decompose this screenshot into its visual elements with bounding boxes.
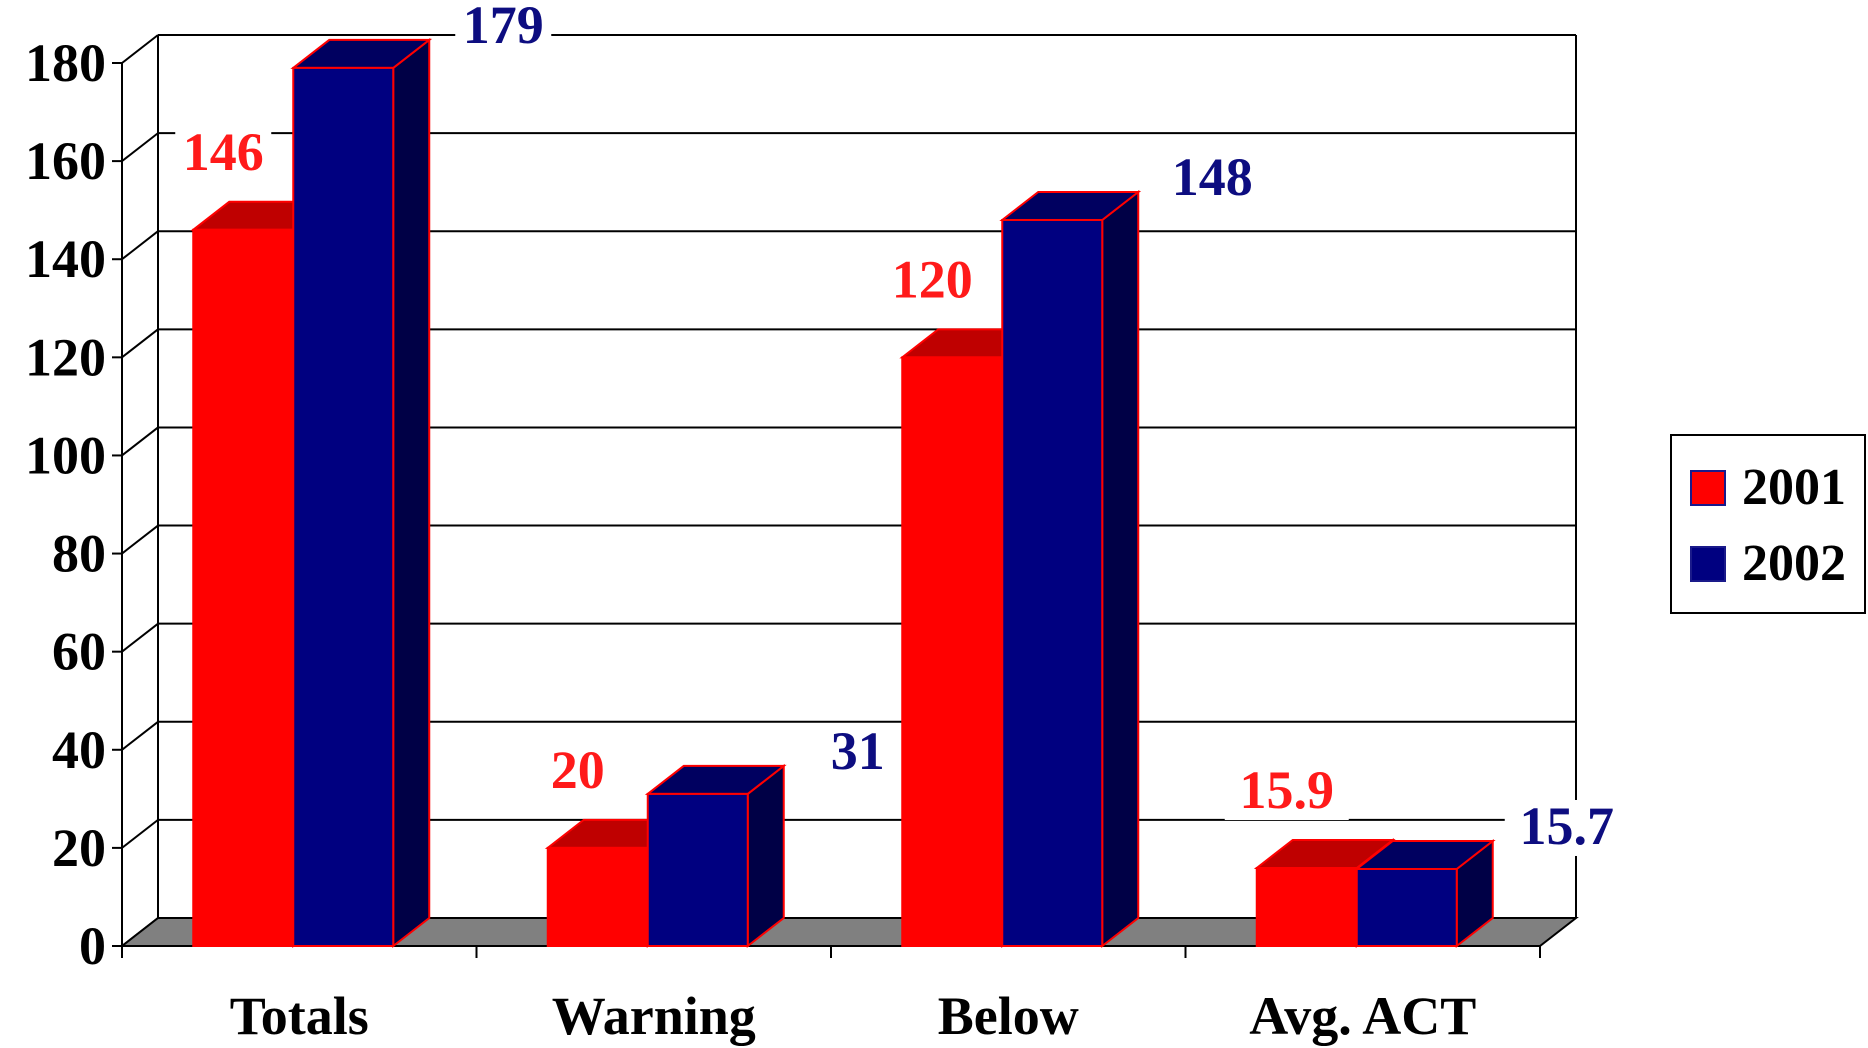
gridline-side-140 [121, 230, 159, 261]
data-label-bg-2002-0 [455, 0, 552, 55]
bar-2001-2 [901, 356, 1004, 948]
legend-swatch-2001 [1690, 470, 1726, 506]
data-label-2001-0: 146 [183, 122, 264, 182]
data-label-2002-0: 179 [463, 0, 544, 55]
data-label-bg-2001-0 [175, 125, 272, 182]
x-tick-label-1: Warning [552, 986, 756, 1046]
data-label-2001-1: 20 [551, 740, 605, 800]
y-tick-label-100: 100 [25, 425, 106, 485]
gridline-side-120 [121, 328, 159, 359]
y-tick-label-20: 20 [52, 818, 106, 878]
data-label-2001-2: 120 [892, 249, 973, 309]
gridline-side-20 [121, 819, 159, 849]
bar-2002-0 [292, 66, 395, 947]
y-tick-label-160: 160 [25, 131, 106, 191]
bar-2002-2 [1001, 218, 1104, 947]
y-tick-label-40: 40 [52, 720, 106, 780]
x-tick-label-3: Avg. ACT [1249, 986, 1476, 1046]
bar-2001-0 [192, 228, 295, 948]
gridline-side-100 [121, 426, 159, 457]
gridline-side-60 [121, 622, 159, 653]
data-label-bg-2001-3 [1224, 764, 1349, 821]
y-tick-label-180: 180 [25, 33, 106, 93]
x-tick-label-0: Totals [230, 986, 369, 1046]
bar-2001-3 [1255, 867, 1358, 947]
gridline-side-80 [121, 524, 159, 555]
data-label-2002-3: 15.7 [1520, 796, 1615, 856]
data-label-bg-2002-1 [823, 724, 892, 781]
data-label-2002-1: 31 [831, 721, 885, 781]
legend-item-2001: 2001 [1690, 460, 1846, 516]
legend-label-2002: 2002 [1742, 535, 1846, 592]
data-label-2002-2: 148 [1172, 147, 1253, 207]
bar-side-2002-1 [746, 763, 785, 949]
y-tick-label-80: 80 [52, 524, 106, 584]
bar-side-2002-2 [1101, 189, 1140, 949]
legend-label-2001: 2001 [1742, 459, 1846, 516]
gridline-side-180 [121, 34, 159, 64]
y-tick-label-0: 0 [79, 916, 106, 976]
gridline-side-40 [121, 720, 159, 751]
data-label-bg-2001-1 [543, 743, 612, 800]
data-label-2001-3: 15.9 [1240, 760, 1335, 820]
legend-swatch-2002 [1690, 546, 1726, 582]
data-label-bg-2001-2 [884, 253, 981, 310]
bar-side-2002-0 [392, 37, 431, 949]
x-tick-label-2: Below [938, 986, 1079, 1046]
y-tick-label-120: 120 [25, 327, 106, 387]
data-label-bg-2002-3 [1504, 799, 1629, 856]
legend-item-2002: 2002 [1690, 536, 1846, 592]
data-label-bg-2002-2 [1164, 150, 1261, 207]
y-tick-label-60: 60 [52, 622, 106, 682]
bar-2002-3 [1355, 867, 1458, 948]
gridline-side-160 [121, 132, 159, 162]
chart-legend: 2001 2002 [1670, 434, 1866, 614]
y-tick-label-140: 140 [25, 229, 106, 289]
bar-2002-1 [646, 792, 749, 948]
bar-2001-1 [546, 846, 649, 948]
